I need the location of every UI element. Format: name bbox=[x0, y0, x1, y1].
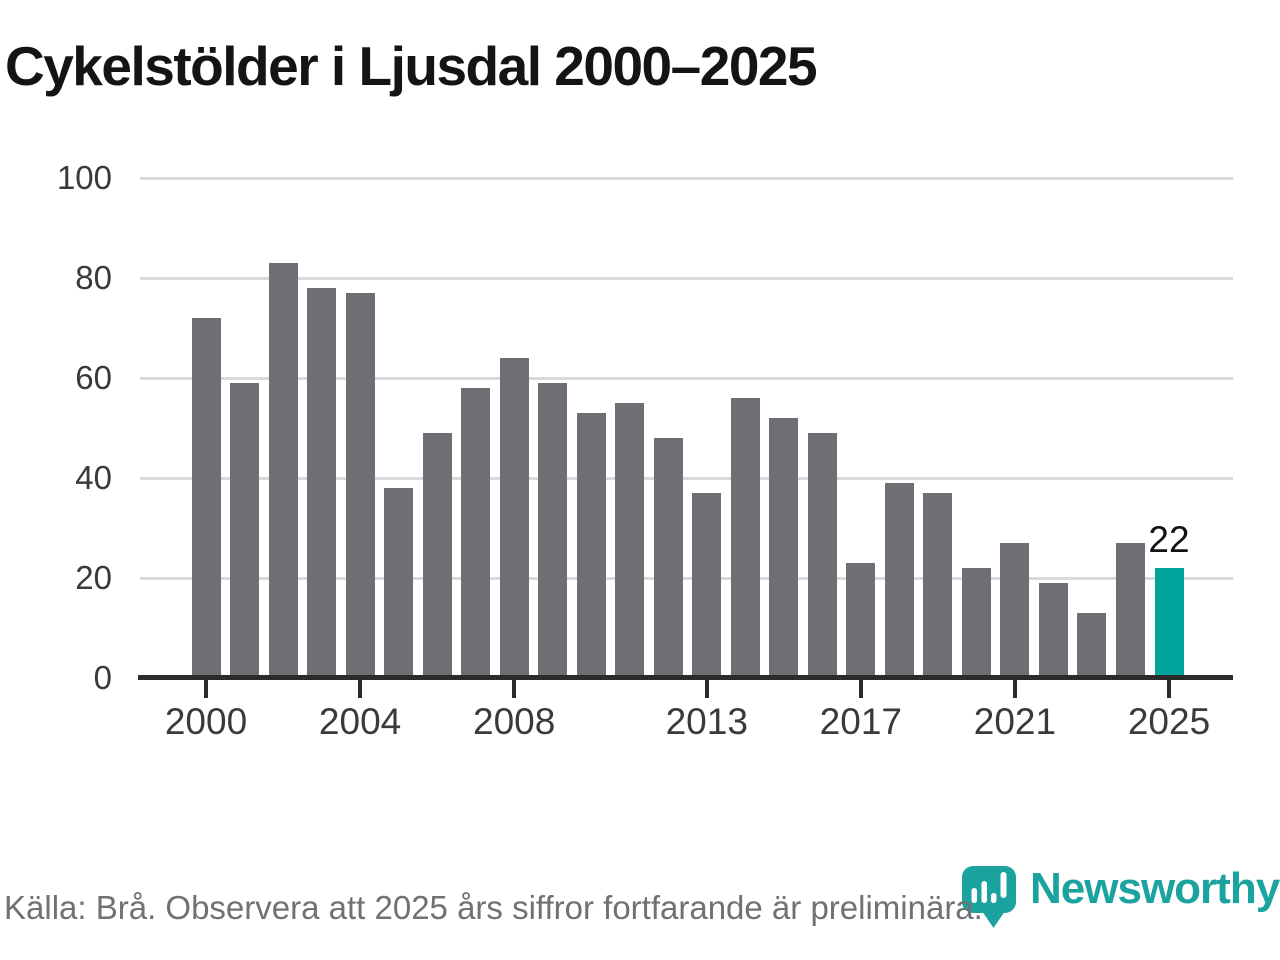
x-axis-label-2025: 2025 bbox=[1127, 701, 1211, 742]
x-axis-label-2013: 2013 bbox=[665, 701, 748, 742]
bar-2024 bbox=[1115, 543, 1145, 678]
bar-2006 bbox=[422, 433, 452, 678]
bar-2005 bbox=[384, 488, 414, 678]
gridline-y-40 bbox=[140, 477, 1233, 480]
y-axis-label-100: 100 bbox=[56, 159, 112, 196]
bar-2009 bbox=[538, 383, 568, 678]
x-axis-label-2004: 2004 bbox=[318, 701, 402, 742]
x-axis-label-2017: 2017 bbox=[819, 701, 902, 742]
bar-2011 bbox=[615, 403, 645, 678]
x-axis-line bbox=[138, 675, 1233, 680]
chart-title: Cykelstölder i Ljusdal 2000–2025 bbox=[5, 35, 818, 97]
source-note: Källa: Brå. Observera att 2025 års siffr… bbox=[4, 889, 983, 926]
bar-2019 bbox=[923, 493, 953, 678]
x-axis-label-2000: 2000 bbox=[164, 701, 248, 742]
gridline-y-60 bbox=[140, 377, 1233, 380]
x-tick-2004 bbox=[358, 680, 363, 698]
x-tick-2013 bbox=[704, 680, 709, 698]
bar-2003 bbox=[307, 288, 337, 678]
bar-2012 bbox=[653, 438, 683, 678]
x-axis-label-2021: 2021 bbox=[973, 701, 1057, 742]
bar-2021 bbox=[1000, 543, 1030, 678]
bar-2007 bbox=[461, 388, 491, 678]
bar-2002 bbox=[268, 263, 298, 678]
y-axis-label-20: 20 bbox=[75, 559, 112, 596]
newsworthy-wordmark: Newsworthy bbox=[1030, 864, 1280, 913]
bar-2014 bbox=[730, 398, 760, 678]
bar-2010 bbox=[576, 413, 606, 678]
x-tick-2025 bbox=[1167, 680, 1171, 698]
bar-2000 bbox=[191, 318, 221, 678]
gridline-y-100 bbox=[140, 177, 1233, 180]
bar-2008 bbox=[499, 358, 529, 678]
bar-2018 bbox=[884, 483, 914, 678]
y-axis-label-80: 80 bbox=[75, 259, 112, 296]
x-tick-2021 bbox=[1012, 680, 1017, 698]
bar-2015 bbox=[769, 418, 799, 678]
bar-2017 bbox=[846, 563, 876, 678]
x-tick-2017 bbox=[858, 680, 863, 698]
bar-2001 bbox=[230, 383, 260, 678]
y-axis-label-0: 0 bbox=[93, 659, 112, 696]
x-tick-2008 bbox=[512, 680, 517, 698]
x-tick-2000 bbox=[204, 680, 208, 698]
bar-2022 bbox=[1038, 583, 1068, 678]
bar-2004 bbox=[345, 293, 375, 678]
bar-2013 bbox=[692, 493, 722, 678]
gridline-y-20 bbox=[140, 577, 1233, 580]
bar-2023 bbox=[1077, 613, 1107, 678]
bar-2020 bbox=[961, 568, 991, 678]
highlight-value-label: 22 bbox=[1148, 519, 1190, 560]
y-axis-label-60: 60 bbox=[75, 359, 112, 396]
newsworthy-pin-chart-icon bbox=[962, 866, 1016, 928]
x-axis-label-2008: 2008 bbox=[473, 701, 556, 742]
y-axis-label-40: 40 bbox=[75, 459, 112, 496]
bar-2016 bbox=[807, 433, 837, 678]
gridline-y-80 bbox=[140, 277, 1233, 280]
bar-2025 bbox=[1154, 568, 1184, 678]
